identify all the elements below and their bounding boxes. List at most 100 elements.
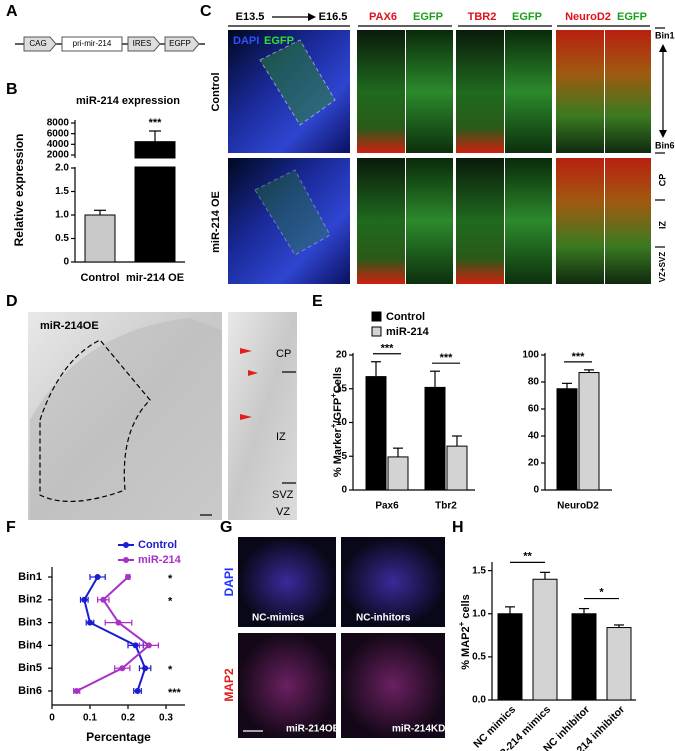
y-tick-label: 0 [341,485,347,496]
y-tick-label: Bin6 [18,685,42,697]
bar [446,445,468,491]
marker [87,619,93,626]
bar [532,578,558,701]
y-tick-label: 2000 [47,150,70,161]
y-tick-label: 2.0 [55,163,69,174]
channel-label: DAPI [233,35,259,47]
bin-label: Bin1 [655,30,675,40]
image-label: miR-214OE [286,724,340,735]
arrow-head [308,13,316,21]
significance: * [168,573,173,585]
marker [145,642,152,649]
y-tick-label: 60 [528,404,540,415]
axis-break [70,158,185,167]
legend-label: miR-214 [138,554,182,566]
construct-element [23,36,57,52]
panel-c-images: E13.5 E16.5 PAX6 EGFP TBR2 EGFP NeuroD2 … [210,11,675,284]
construct-label: pri-mir-214 [73,39,112,48]
y-axis-label-part: cells [460,594,472,622]
y-tick-label: Bin3 [18,617,42,629]
significance: * [168,596,173,608]
y-tick-label: 0.5 [472,652,486,663]
image-label: miR-214KD [392,724,445,735]
bar [387,456,409,491]
x-tick-label: 0.1 [83,713,97,724]
series-line [83,576,147,692]
y-tick-label: 0 [533,485,539,496]
marker [132,642,139,649]
significance: *** [440,352,454,364]
y-tick-label: 20 [336,350,348,361]
significance: * [599,586,604,598]
row-label: MAP2 [222,668,236,702]
channel-label: EGFP [617,11,647,23]
image [228,158,350,284]
legend-swatch [371,326,382,337]
marker [100,596,107,603]
image [357,158,405,284]
marker [125,574,131,580]
roi [39,339,151,502]
y-tick-label: 0.0 [472,695,486,706]
x-tick-label: mir-214 OE [126,272,184,284]
bar [556,388,578,491]
marker [81,596,88,603]
channel-label: TBR2 [468,11,497,23]
zone-label: SVZ [272,489,294,501]
zone-label: VZ+SVZ [658,252,667,283]
image [605,30,651,153]
x-tick-label: Tbr2 [435,501,457,512]
marker [115,619,122,626]
panel-g-images: DAPI MAP2 NC-mimics NC-inhitors miR-214O… [222,537,445,738]
image [238,537,336,627]
channel-label: EGFP [512,11,542,23]
y-tick-label: 40 [528,431,540,442]
row-label: miR-214 OE [210,191,222,253]
arrow-head [659,130,667,138]
bar [424,386,446,491]
y-axis-label-part: + [329,423,338,428]
marker [119,665,126,672]
image [605,158,651,284]
legend-label: miR-214 [386,326,430,338]
arrow [240,414,252,420]
bar [497,613,523,701]
marker [94,574,101,580]
panel-letter: D [6,293,18,310]
legend-marker [123,557,129,563]
channel-label: NeuroD2 [565,11,611,23]
y-tick-label: Bin2 [18,594,42,606]
panel-letter: C [200,3,212,20]
construct-label: CAG [29,39,46,48]
row-label: Control [210,72,222,111]
chart-title: miR-214 expression [76,95,180,107]
image [505,30,552,153]
y-tick-label: 8000 [47,118,70,129]
bar [365,376,387,491]
y-tick-label: 15 [336,383,348,394]
zone-label: CP [276,348,291,360]
y-tick-label: Bin1 [18,571,42,583]
y-tick-label: Bin4 [18,639,43,651]
significance: *** [572,351,586,363]
significance: *** [168,687,182,699]
zone-label: IZ [276,431,286,443]
time-label: E13.5 [236,11,265,23]
marker [73,688,80,694]
zone-label: VZ [276,506,290,518]
y-tick-label: 6000 [47,128,70,139]
y-axis-label-part: Cells [332,367,344,393]
panel-letter: G [220,519,232,536]
legend-marker [123,542,129,548]
construct-element [61,36,123,52]
row-label: DAPI [222,568,236,597]
arrow [248,370,258,376]
panel-letter: F [6,519,16,536]
x-tick-label: 0.2 [121,713,135,724]
roi [259,39,336,126]
y-axis-label: % Marker+/GFP+Cells [329,367,344,477]
image [228,312,297,520]
image [341,537,445,627]
arrow [240,348,252,354]
